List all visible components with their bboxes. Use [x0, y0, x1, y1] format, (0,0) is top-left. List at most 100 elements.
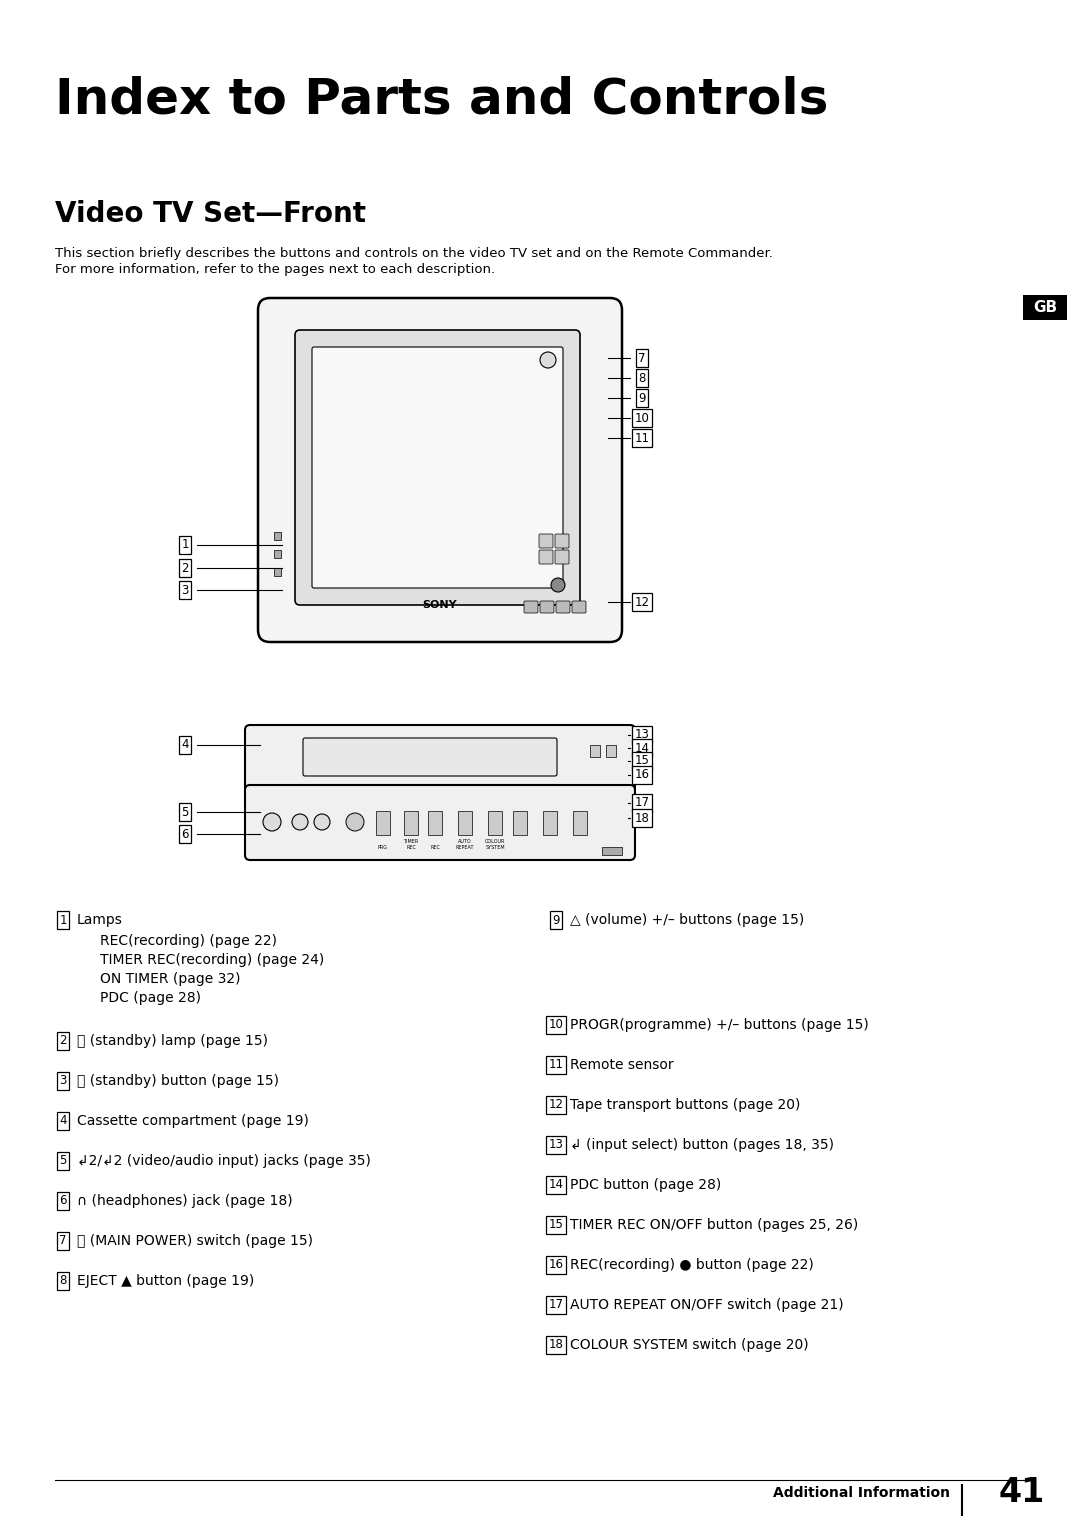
- Text: ⒤ (standby) button (page 15): ⒤ (standby) button (page 15): [77, 1074, 279, 1088]
- FancyBboxPatch shape: [303, 738, 557, 776]
- Text: COLOUR SYSTEM switch (page 20): COLOUR SYSTEM switch (page 20): [570, 1339, 809, 1352]
- Text: 9: 9: [552, 914, 559, 926]
- Text: EJECT ▲ button (page 19): EJECT ▲ button (page 19): [77, 1274, 254, 1288]
- FancyBboxPatch shape: [539, 533, 553, 549]
- Bar: [1023, 295, 1067, 319]
- Text: Cassette compartment (page 19): Cassette compartment (page 19): [77, 1114, 309, 1128]
- Text: 7: 7: [638, 351, 646, 365]
- Text: Video TV Set—Front: Video TV Set—Front: [55, 200, 366, 228]
- Text: Tape transport buttons (page 20): Tape transport buttons (page 20): [570, 1099, 800, 1112]
- Text: REC(recording) ● button (page 22): REC(recording) ● button (page 22): [570, 1258, 813, 1271]
- Text: For more information, refer to the pages next to each description.: For more information, refer to the pages…: [55, 263, 495, 277]
- Text: 12: 12: [635, 596, 649, 608]
- Text: AUTO
REPEAT: AUTO REPEAT: [456, 839, 474, 850]
- Bar: [606, 746, 616, 756]
- Text: 15: 15: [635, 755, 649, 767]
- Bar: [404, 811, 418, 834]
- Text: ⓾ (MAIN POWER) switch (page 15): ⓾ (MAIN POWER) switch (page 15): [77, 1235, 313, 1248]
- Bar: [488, 811, 502, 834]
- Text: 2: 2: [181, 561, 189, 575]
- FancyBboxPatch shape: [258, 298, 622, 642]
- FancyBboxPatch shape: [555, 533, 569, 549]
- Text: PRG: PRG: [378, 845, 388, 850]
- FancyBboxPatch shape: [524, 601, 538, 613]
- Text: Remote sensor: Remote sensor: [570, 1057, 674, 1073]
- Text: Additional Information: Additional Information: [773, 1487, 950, 1500]
- Bar: [513, 811, 527, 834]
- Circle shape: [551, 578, 565, 591]
- Text: TIMER REC ON/OFF button (pages 25, 26): TIMER REC ON/OFF button (pages 25, 26): [570, 1218, 859, 1232]
- Text: 41: 41: [999, 1476, 1045, 1510]
- Text: Index to Parts and Controls: Index to Parts and Controls: [55, 75, 828, 122]
- Text: PROGR(programme) +/– buttons (page 15): PROGR(programme) +/– buttons (page 15): [570, 1018, 868, 1031]
- Bar: [590, 746, 600, 756]
- FancyBboxPatch shape: [245, 724, 635, 793]
- Text: 1: 1: [59, 914, 67, 926]
- Text: ↲ (input select) button (pages 18, 35): ↲ (input select) button (pages 18, 35): [570, 1138, 834, 1152]
- Bar: [274, 568, 281, 576]
- Text: 16: 16: [549, 1259, 564, 1271]
- Text: 4: 4: [181, 738, 189, 752]
- FancyBboxPatch shape: [556, 601, 570, 613]
- Text: 3: 3: [181, 584, 189, 596]
- Text: 16: 16: [635, 769, 649, 781]
- Circle shape: [264, 813, 281, 831]
- Text: 5: 5: [181, 805, 189, 819]
- Text: AUTO REPEAT ON/OFF switch (page 21): AUTO REPEAT ON/OFF switch (page 21): [570, 1297, 843, 1313]
- Text: REC(recording) (page 22): REC(recording) (page 22): [100, 934, 276, 947]
- Text: 10: 10: [635, 411, 649, 425]
- Bar: [428, 811, 442, 834]
- Text: ↲2/↲2 (video/audio input) jacks (page 35): ↲2/↲2 (video/audio input) jacks (page 35…: [77, 1154, 370, 1167]
- Text: 17: 17: [635, 796, 649, 810]
- Text: 7: 7: [59, 1235, 67, 1247]
- Text: 1: 1: [181, 538, 189, 552]
- Text: 14: 14: [635, 741, 649, 755]
- Bar: [602, 847, 622, 856]
- FancyBboxPatch shape: [539, 550, 553, 564]
- Text: PDC button (page 28): PDC button (page 28): [570, 1178, 721, 1192]
- Text: 17: 17: [549, 1299, 564, 1311]
- Text: TIMER REC(recording) (page 24): TIMER REC(recording) (page 24): [100, 953, 324, 967]
- Circle shape: [540, 351, 556, 368]
- Text: 11: 11: [635, 431, 649, 445]
- Bar: [543, 811, 557, 834]
- Bar: [573, 811, 588, 834]
- Text: 13: 13: [549, 1138, 564, 1152]
- Text: COLOUR
SYSTEM: COLOUR SYSTEM: [485, 839, 505, 850]
- FancyBboxPatch shape: [555, 550, 569, 564]
- Bar: [376, 811, 390, 834]
- Circle shape: [346, 813, 364, 831]
- Text: 13: 13: [635, 729, 649, 741]
- Text: ON TIMER (page 32): ON TIMER (page 32): [100, 972, 241, 986]
- Text: 8: 8: [59, 1274, 67, 1288]
- Text: GB: GB: [1032, 299, 1057, 315]
- Text: 2: 2: [59, 1034, 67, 1048]
- Text: 12: 12: [549, 1099, 564, 1111]
- Text: 9: 9: [638, 391, 646, 405]
- Text: 18: 18: [549, 1339, 564, 1351]
- FancyBboxPatch shape: [572, 601, 586, 613]
- Text: Lamps: Lamps: [77, 914, 123, 927]
- Bar: [274, 532, 281, 539]
- Bar: [274, 550, 281, 558]
- FancyBboxPatch shape: [245, 785, 635, 860]
- Text: ⒤ (standby) lamp (page 15): ⒤ (standby) lamp (page 15): [77, 1034, 268, 1048]
- Text: 5: 5: [59, 1155, 67, 1167]
- Text: 8: 8: [638, 371, 646, 385]
- Text: TIMER
REC: TIMER REC: [403, 839, 419, 850]
- Text: SONY: SONY: [422, 601, 457, 610]
- FancyBboxPatch shape: [312, 347, 563, 588]
- Circle shape: [314, 814, 330, 830]
- Bar: [458, 811, 472, 834]
- Text: 10: 10: [549, 1019, 564, 1031]
- Text: 6: 6: [59, 1195, 67, 1207]
- Circle shape: [292, 814, 308, 830]
- Text: 18: 18: [635, 811, 649, 825]
- Text: ∩ (headphones) jack (page 18): ∩ (headphones) jack (page 18): [77, 1193, 293, 1209]
- Text: 4: 4: [59, 1114, 67, 1128]
- Text: 6: 6: [181, 828, 189, 840]
- Text: 15: 15: [549, 1218, 564, 1232]
- Text: This section briefly describes the buttons and controls on the video TV set and : This section briefly describes the butto…: [55, 248, 773, 260]
- Text: △ (volume) +/– buttons (page 15): △ (volume) +/– buttons (page 15): [570, 914, 805, 927]
- Text: 14: 14: [549, 1178, 564, 1192]
